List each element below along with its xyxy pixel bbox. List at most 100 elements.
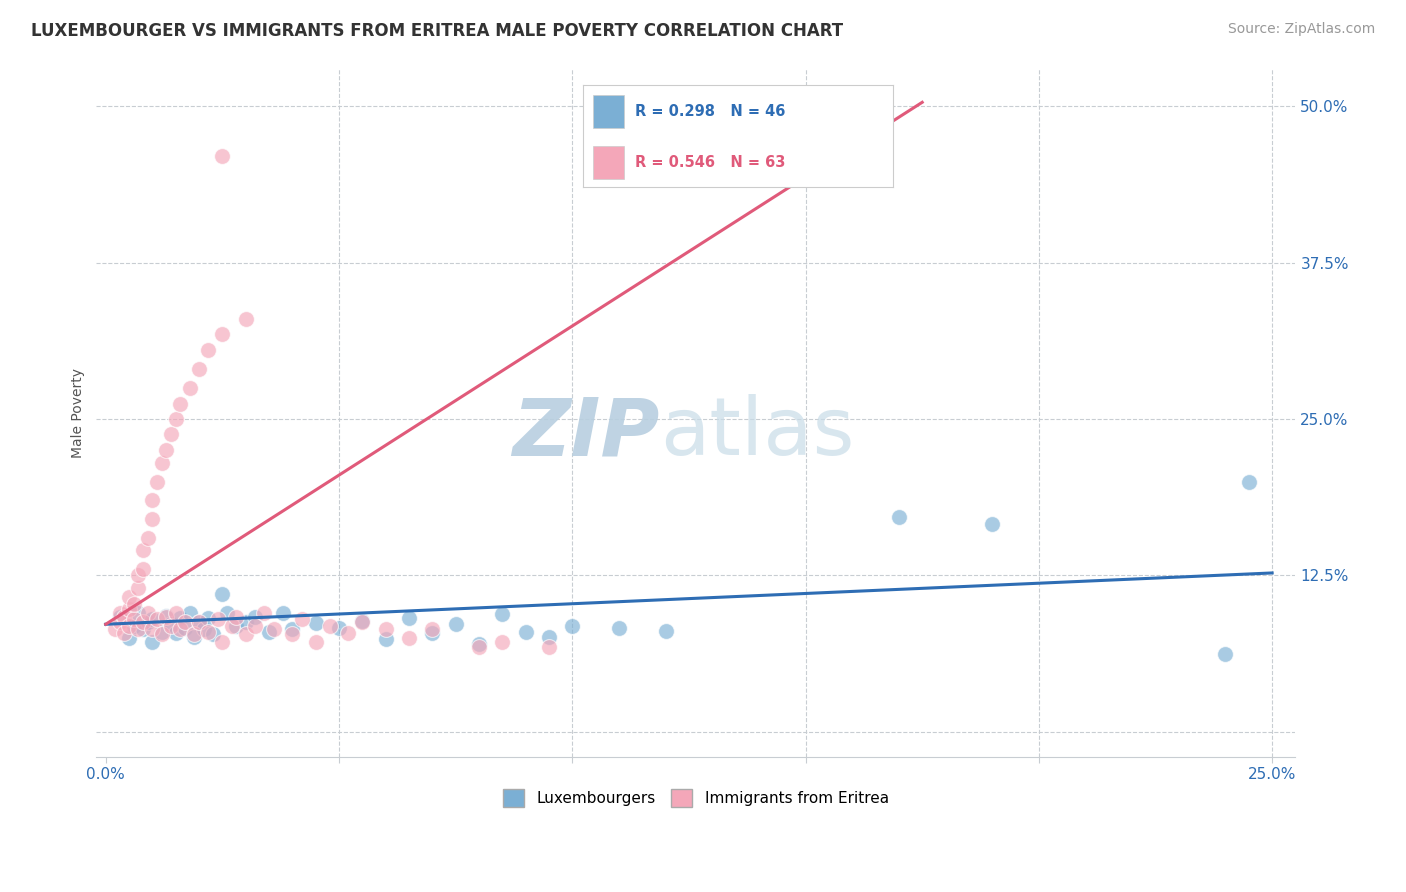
Point	[155, 608, 177, 623]
Point	[537, 640, 560, 654]
Point	[165, 606, 187, 620]
Bar	[593, 95, 624, 128]
Text: Source: ZipAtlas.com: Source: ZipAtlas.com	[1227, 22, 1375, 37]
Point	[127, 622, 149, 636]
Point	[420, 626, 443, 640]
Text: LUXEMBOURGER VS IMMIGRANTS FROM ERITREA MALE POVERTY CORRELATION CHART: LUXEMBOURGER VS IMMIGRANTS FROM ERITREA …	[31, 22, 844, 40]
Point	[352, 614, 374, 628]
Point	[174, 621, 197, 635]
Point	[155, 609, 177, 624]
Point	[150, 624, 173, 639]
Point	[221, 618, 243, 632]
Point	[183, 627, 205, 641]
Point	[122, 612, 145, 626]
Point	[211, 634, 233, 648]
Point	[141, 634, 163, 648]
Point	[981, 517, 1004, 532]
Y-axis label: Male Poverty: Male Poverty	[72, 368, 86, 458]
Point	[444, 617, 467, 632]
Point	[150, 627, 173, 641]
Point	[141, 612, 163, 626]
Point	[165, 626, 187, 640]
Point	[179, 606, 201, 620]
Point	[174, 615, 197, 629]
Point	[468, 637, 491, 651]
Point	[132, 622, 155, 636]
Point	[118, 602, 141, 616]
Point	[201, 627, 224, 641]
Point	[118, 631, 141, 645]
Point	[118, 590, 141, 604]
Text: atlas: atlas	[659, 394, 855, 473]
Point	[515, 624, 537, 639]
Point	[654, 624, 676, 638]
Point	[183, 630, 205, 644]
Point	[537, 630, 560, 644]
Point	[193, 622, 215, 636]
Point	[207, 612, 229, 626]
Point	[146, 612, 169, 626]
Point	[112, 626, 135, 640]
Point	[132, 562, 155, 576]
Point	[197, 611, 219, 625]
Point	[197, 624, 219, 639]
Point	[108, 615, 131, 629]
Point	[491, 607, 513, 622]
Point	[304, 615, 326, 630]
Point	[243, 609, 266, 624]
Point	[146, 475, 169, 489]
Point	[160, 618, 183, 632]
Point	[136, 531, 159, 545]
Point	[887, 509, 910, 524]
Point	[211, 587, 233, 601]
Point	[243, 618, 266, 632]
Point	[1237, 475, 1260, 489]
Point	[155, 443, 177, 458]
Point	[607, 621, 630, 635]
Point	[257, 624, 280, 639]
Point	[127, 581, 149, 595]
Point	[235, 627, 257, 641]
Point	[160, 427, 183, 442]
Point	[318, 618, 340, 632]
Point	[328, 621, 350, 635]
Point	[211, 149, 233, 163]
Point	[136, 606, 159, 620]
Point	[253, 606, 276, 620]
Text: R = 0.546   N = 63: R = 0.546 N = 63	[634, 155, 785, 170]
Point	[235, 311, 257, 326]
Point	[132, 615, 155, 629]
Point	[491, 634, 513, 648]
Point	[215, 606, 238, 620]
Point	[561, 618, 583, 632]
Point	[108, 606, 131, 620]
Text: ZIP: ZIP	[513, 394, 659, 473]
Point	[141, 493, 163, 508]
Point	[225, 618, 247, 632]
Point	[169, 622, 191, 636]
Point	[211, 326, 233, 341]
Point	[1215, 648, 1237, 662]
Point	[136, 615, 159, 629]
Point	[122, 618, 145, 632]
Point	[127, 606, 149, 620]
Point	[118, 618, 141, 632]
Point	[468, 640, 491, 654]
Point	[179, 381, 201, 395]
Point	[281, 627, 304, 641]
Bar	[593, 146, 624, 179]
Point	[141, 622, 163, 636]
Point	[374, 632, 396, 647]
Point	[225, 609, 247, 624]
Point	[420, 622, 443, 636]
Point	[150, 456, 173, 470]
Point	[188, 362, 211, 376]
Point	[108, 609, 131, 624]
Point	[188, 615, 211, 629]
Point	[160, 617, 183, 632]
Point	[263, 622, 285, 636]
Point	[337, 626, 360, 640]
Point	[291, 612, 314, 626]
Point	[169, 611, 191, 625]
Point	[304, 634, 326, 648]
